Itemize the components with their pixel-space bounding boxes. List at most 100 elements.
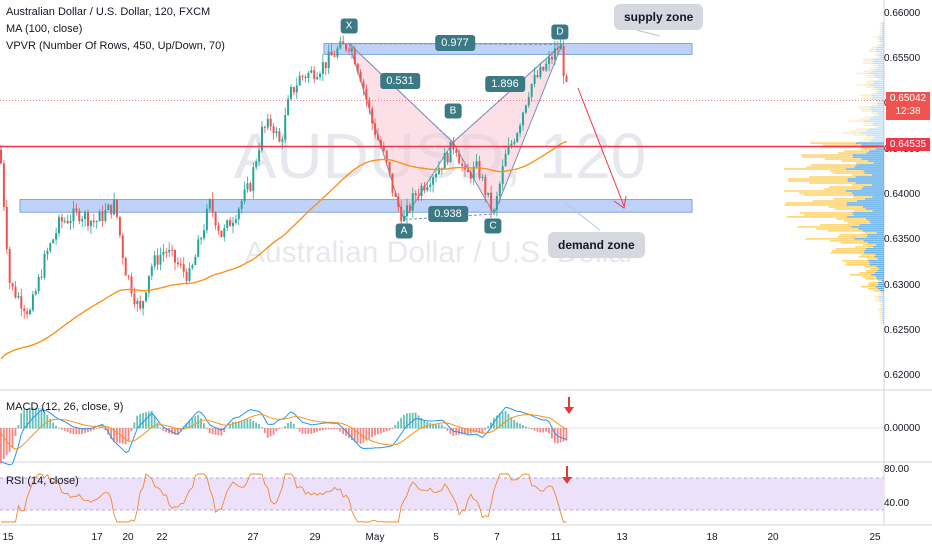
candle: [414, 190, 417, 203]
candle: [336, 45, 339, 60]
candle: [533, 67, 536, 88]
macd-histogram-bar: [513, 420, 516, 429]
current-price-tag[interactable]: 0.65042 12:38: [886, 92, 930, 120]
macd-histogram-bar: [133, 422, 136, 429]
demand-zone-label[interactable]: demand zone: [548, 232, 645, 258]
macd-histogram-bar: [101, 426, 104, 429]
candle: [458, 149, 461, 164]
candle: [179, 257, 182, 269]
candle: [217, 222, 220, 235]
candle: [565, 73, 568, 83]
macd-histogram-bar: [246, 419, 249, 429]
candle: [234, 214, 237, 225]
macd-histogram-bar: [72, 428, 75, 435]
macd-histogram-bar: [408, 413, 411, 429]
pattern-point-a[interactable]: A: [395, 223, 413, 239]
macd-histogram-bar: [118, 428, 121, 444]
candle: [116, 199, 118, 220]
time-axis-label: 22: [156, 532, 168, 543]
macd-histogram-bar: [20, 413, 23, 429]
macd-histogram-bar: [466, 428, 469, 435]
projection-arrow[interactable]: [577, 87, 627, 209]
ratio-xd[interactable]: 0.977: [435, 35, 475, 51]
rsi-legend[interactable]: RSI (14, close): [6, 475, 79, 487]
candle: [60, 213, 63, 229]
pattern-point-b[interactable]: B: [444, 103, 462, 119]
pattern-point-c[interactable]: C: [484, 218, 502, 234]
candle: [365, 84, 368, 108]
macd-legend[interactable]: MACD (12, 26, close, 9): [6, 401, 124, 413]
candle: [522, 111, 524, 131]
macd-histogram-bar: [545, 428, 547, 432]
supply-zone-label[interactable]: supply zone: [614, 4, 704, 30]
candle: [23, 304, 26, 320]
candle: [220, 230, 223, 238]
macd-histogram-bar: [11, 428, 14, 448]
macd-histogram-bar: [165, 428, 168, 433]
macd-histogram-bar: [298, 428, 301, 432]
candle: [200, 236, 203, 245]
macd-histogram-bar: [313, 428, 315, 433]
candle: [353, 45, 356, 65]
macd-histogram-bar: [356, 428, 359, 444]
candle: [229, 217, 232, 227]
time-axis-label: 18: [706, 532, 718, 543]
rsi-line: [1, 473, 567, 523]
macd-histogram-bar: [8, 428, 11, 453]
symbol-legend[interactable]: Australian Dollar / U.S. Dollar, 120, FX…: [6, 6, 211, 18]
macd-histogram-bar: [330, 428, 333, 430]
macd-pane[interactable]: [0, 406, 884, 466]
candle: [263, 125, 266, 134]
candle: [37, 274, 40, 294]
macd-histogram-bar: [516, 422, 518, 429]
pattern-point-d[interactable]: D: [551, 24, 569, 40]
macd-histogram-bar: [87, 428, 89, 433]
candle: [287, 95, 290, 116]
ratio-xa-b[interactable]: 0.531: [380, 73, 420, 89]
macd-histogram-bar: [234, 421, 237, 429]
macd-histogram-bar: [116, 428, 118, 443]
candle: [52, 238, 55, 244]
macd-histogram-bar: [403, 415, 405, 429]
ratio-bc-d[interactable]: 1.896: [485, 76, 525, 92]
supply-zone-box[interactable]: [323, 43, 693, 55]
macd-histogram-bar: [255, 422, 257, 429]
price-axis-label: 0.66000: [884, 7, 921, 19]
level-price-tag[interactable]: 0.64535: [886, 138, 930, 151]
ratio-ac[interactable]: 0.938: [428, 206, 468, 222]
macd-histogram-bar: [368, 428, 371, 439]
candle: [504, 149, 507, 167]
main-pane[interactable]: [0, 0, 884, 390]
macd-histogram-bar: [310, 428, 313, 434]
macd-histogram-bar: [14, 428, 17, 437]
ma-legend[interactable]: MA (100, close): [6, 23, 83, 35]
macd-histogram-bar: [406, 413, 408, 429]
time-axis-label: 5: [433, 532, 439, 543]
bar-countdown: 12:38: [895, 106, 921, 117]
macd-histogram-bar: [524, 426, 527, 429]
candle: [107, 203, 110, 211]
vpvr-legend[interactable]: VPVR (Number Of Rows, 450, Up/Down, 70): [6, 40, 225, 52]
candle: [292, 86, 295, 96]
pattern-point-x[interactable]: X: [340, 18, 358, 34]
macd-line: [0, 406, 567, 466]
macd-histogram-bar: [191, 418, 194, 429]
demand-zone-box[interactable]: [19, 199, 693, 213]
candle: [330, 44, 333, 56]
macd-histogram-bar: [52, 422, 54, 429]
macd-histogram-bar: [159, 427, 162, 429]
macd-histogram-bar: [40, 408, 43, 429]
candle: [437, 160, 440, 175]
macd-histogram-bar: [321, 428, 324, 430]
candle: [46, 247, 49, 261]
time-axis-label: 7: [494, 532, 500, 543]
candle: [272, 123, 275, 140]
macd-histogram-bar: [536, 428, 539, 432]
macd-histogram-bar: [84, 428, 86, 434]
price-axis-label: 0.63000: [884, 279, 921, 291]
candle: [249, 181, 252, 192]
candle: [493, 208, 495, 213]
rsi-pane[interactable]: [1, 473, 567, 523]
candle: [298, 71, 301, 86]
